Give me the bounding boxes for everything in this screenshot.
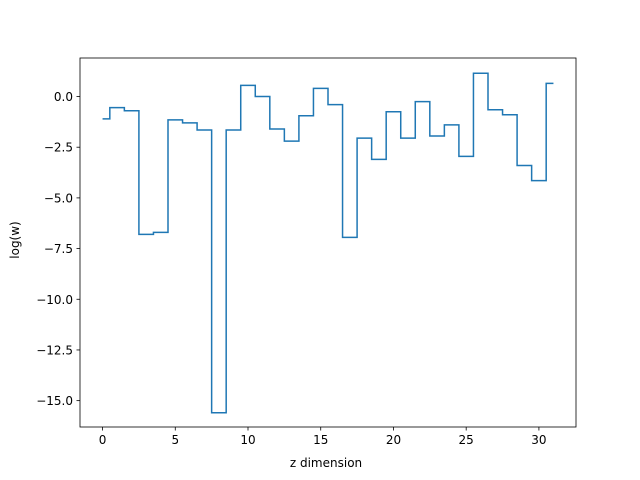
- axis-ticks: 0 5 10 15 20 25 30 −15.0 −12.5 −10.0 −7.5 −5.0 −2.5 0…: [36, 90, 546, 447]
- x-tick-label: 0: [99, 433, 107, 447]
- y-tick-label: −7.5: [44, 242, 73, 256]
- data-point: [175, 119, 177, 121]
- data-point: [465, 156, 467, 158]
- data-point: [102, 118, 104, 120]
- data-point: [378, 159, 380, 161]
- x-tick-label: 10: [240, 433, 255, 447]
- plot-area: [79, 57, 577, 428]
- y-tick-label: −5.0: [44, 191, 73, 205]
- data-point: [189, 122, 191, 124]
- data-point: [145, 234, 147, 236]
- data-point: [276, 128, 278, 130]
- data-point: [524, 165, 526, 167]
- data-point: [335, 104, 337, 106]
- data-point: [262, 96, 264, 98]
- data-point: [436, 135, 438, 137]
- x-tick-label: 30: [531, 433, 546, 447]
- data-point: [349, 237, 351, 239]
- y-axis-label: log(w): [8, 221, 22, 258]
- y-tick-label: 0.0: [54, 90, 73, 104]
- data-point: [320, 88, 322, 90]
- data-point: [291, 140, 293, 142]
- data-point: [233, 129, 235, 131]
- x-axis-label: z dimension: [290, 456, 362, 470]
- data-point: [364, 137, 366, 139]
- data-point: [131, 110, 133, 112]
- data-point: [495, 109, 497, 111]
- series-line-0: [102, 72, 554, 414]
- data-point: [451, 124, 453, 126]
- x-tick-label: 15: [313, 433, 328, 447]
- data-point: [160, 232, 162, 234]
- y-tick-label: −15.0: [36, 394, 73, 408]
- data-point: [480, 72, 482, 74]
- data-point: [553, 83, 555, 85]
- data-point: [247, 85, 249, 87]
- axes-frame: [79, 57, 577, 428]
- y-tick-label: −10.0: [36, 293, 73, 307]
- x-tick-label: 25: [459, 433, 474, 447]
- data-point: [305, 115, 307, 117]
- data-point: [538, 180, 540, 182]
- data-point: [393, 111, 395, 113]
- x-tick-label: 5: [171, 433, 179, 447]
- axes-background: [80, 58, 576, 427]
- data-point: [204, 129, 206, 131]
- x-tick-label: 20: [386, 433, 401, 447]
- data-point: [422, 101, 424, 103]
- data-point: [116, 107, 118, 109]
- data-point: [407, 137, 409, 139]
- y-tick-label: −12.5: [36, 343, 73, 357]
- y-tick-label: −2.5: [44, 141, 73, 155]
- data-point: [218, 412, 220, 414]
- data-point: [509, 114, 511, 116]
